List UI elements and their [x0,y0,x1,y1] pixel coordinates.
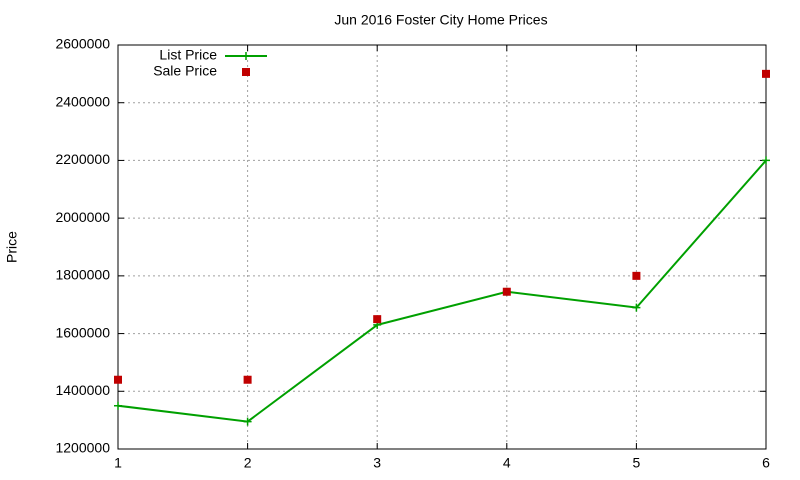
scatter-point [762,69,770,78]
chart-title: Jun 2016 Foster City Home Prices [334,12,547,28]
legend-label: List Price [159,47,217,63]
y-tick-label: 2200000 [55,151,110,167]
y-tick-label: 1800000 [55,267,110,283]
x-tick-label: 1 [114,455,122,471]
scatter-point [373,315,382,324]
x-tick-label: 2 [244,455,252,471]
legend-marker [242,52,250,60]
y-tick-label: 1400000 [55,382,110,398]
y-tick-label: 2000000 [55,209,110,225]
x-tick-label: 4 [503,455,511,471]
y-tick-label: 2600000 [55,36,110,52]
legend-marker [242,68,250,76]
y-tick-label: 1200000 [55,440,110,456]
plot-frame [117,44,767,450]
line-point [762,156,770,165]
x-tick-label: 6 [762,455,770,471]
scatter-point [114,375,122,384]
y-axis-label: Price [4,231,20,263]
line-point [114,401,122,410]
scatter-point [632,271,641,280]
line-point [632,303,641,312]
line-series [117,159,767,423]
y-tick-label: 1600000 [55,324,110,340]
y-tick-label: 2400000 [55,93,110,109]
scatter-point [502,287,511,296]
scatter-point [243,375,252,384]
x-tick-label: 5 [633,455,641,471]
line-point [243,417,252,426]
legend-label: Sale Price [153,63,217,79]
x-tick-label: 3 [373,455,381,471]
